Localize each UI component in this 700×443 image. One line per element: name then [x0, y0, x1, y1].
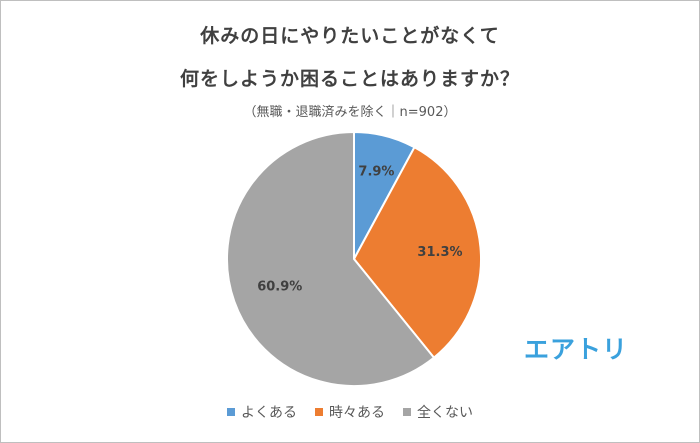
airtrip-logo: エアトリ — [524, 335, 629, 364]
legend-swatch-tokidokiaru — [315, 408, 323, 416]
legend-item-mattakunai: 全くない — [403, 402, 473, 422]
pie-slice-1 — [352, 145, 482, 360]
legend-swatch-mattakunai — [403, 408, 411, 416]
pie-slice-2 — [226, 130, 436, 387]
chart-subtitle: （無職・退職済みを除く｜n=902） — [243, 105, 457, 120]
legend-label-tokidokiaru: 時々ある — [329, 405, 385, 421]
legend: よくある 時々ある 全くない — [0, 402, 700, 422]
chart-title-line-2: 何をしようか困ることはありますか？ — [179, 68, 520, 90]
legend-label-yokuaru: よくある — [241, 405, 297, 421]
pie-data-label-0: 7.9% — [358, 164, 394, 179]
pie-data-label-2: 60.9% — [257, 279, 302, 294]
legend-label-mattakunai: 全くない — [417, 405, 473, 421]
legend-item-yokuaru: よくある — [227, 402, 297, 422]
pie-data-label-1: 31.3% — [417, 245, 462, 260]
legend-item-tokidokiaru: 時々ある — [315, 402, 385, 422]
legend-swatch-yokuaru — [227, 408, 235, 416]
chart-title-line-1: 休みの日にやりたいことがなくて — [200, 25, 500, 47]
